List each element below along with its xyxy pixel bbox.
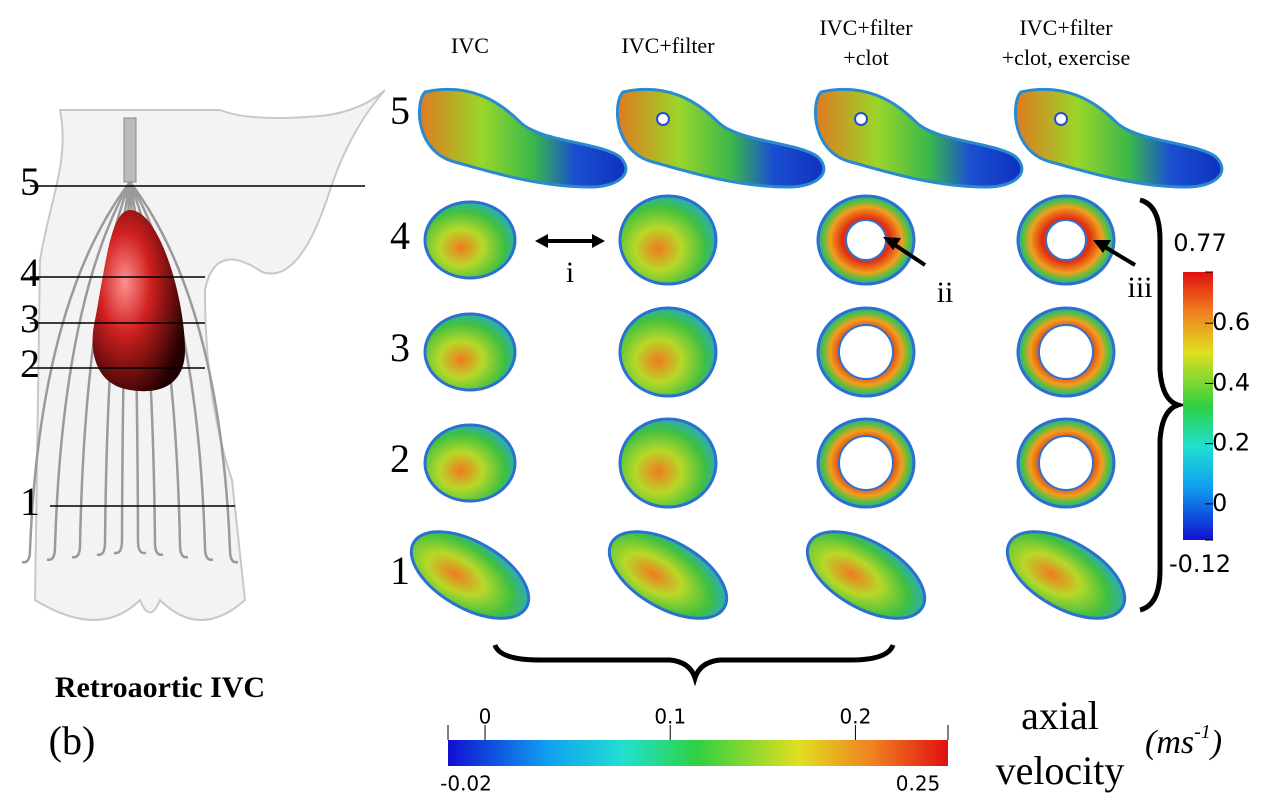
row-label: 3 [390,325,410,370]
figure: 54321 Retroaortic IVC (b) IVCIVC+filterI… [0,0,1267,800]
brace-bottom [495,645,893,678]
cross-section [425,202,515,278]
tick-label: 0 [479,705,492,729]
clot-section [846,220,886,260]
annotation: ii [937,276,954,309]
column-header: IVC+filter [621,33,715,58]
unit-base: (ms [1145,724,1194,761]
cross-section [815,89,1021,187]
clot-section [839,325,893,379]
filter-hole [1055,113,1067,125]
column-header: IVC+filter [1019,15,1113,40]
column-header: IVC [451,33,489,58]
level-label: 5 [20,159,40,204]
brace-right [1140,200,1178,610]
tick-label: -0.02 [440,772,492,796]
column-header: IVC+filter [819,15,913,40]
cross-section [620,308,716,396]
tick-label: 0 [1212,489,1227,517]
tick-label: -0.12 [1169,550,1231,578]
column-header: +clot, exercise [1002,45,1130,70]
cross-section [620,196,716,284]
tick-label: 0.77 [1173,229,1226,257]
tick-label: 0.2 [840,705,872,729]
colorbar-horizontal [448,740,948,766]
level-label: 1 [20,479,40,524]
cross-section [993,514,1139,636]
clot-section [1039,436,1093,490]
filter-hole [855,113,867,125]
clot-section [1039,325,1093,379]
tick-label: 0.2 [1212,429,1250,457]
row-label: 5 [390,88,410,133]
cross-section [595,514,741,636]
quantity-label: axial [1021,693,1099,738]
cross-section [425,314,515,390]
tick-label: 0.4 [1212,368,1250,396]
filter-hole [657,113,669,125]
cross-section [1015,89,1221,187]
unit-close: ) [1209,724,1222,761]
quantity-label: velocity [996,748,1125,793]
annotation: i [566,256,574,289]
unit-exponent: -1 [1194,721,1211,743]
unit: (ms-1) [1145,721,1222,761]
cross-section [425,425,515,501]
row-label: 2 [390,436,410,481]
clot-section [839,436,893,490]
row-label: 1 [390,548,410,593]
tick-label: 0.1 [654,705,686,729]
tick-label: 0.6 [1212,308,1250,336]
level-label: 4 [20,250,40,295]
cross-section [419,89,625,187]
model-title: Retroaortic IVC [55,671,265,704]
torso [35,90,385,620]
cross-section [397,514,543,636]
figure-label: (b) [49,718,96,763]
cross-section [620,419,716,507]
colorbar-vertical [1183,272,1213,540]
level-label: 2 [20,341,40,386]
row-label: 4 [390,213,410,258]
level-label: 3 [20,296,40,341]
clot-section [1046,220,1086,260]
column-header: +clot [843,45,888,70]
filter-hub [124,118,136,182]
annotation: iii [1127,271,1152,304]
cross-section [793,514,939,636]
cross-section [617,89,823,187]
tick-label: 0.25 [896,772,941,796]
